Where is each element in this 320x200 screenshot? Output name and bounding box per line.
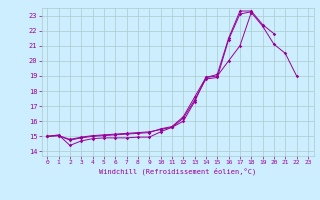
X-axis label: Windchill (Refroidissement éolien,°C): Windchill (Refroidissement éolien,°C) (99, 168, 256, 175)
